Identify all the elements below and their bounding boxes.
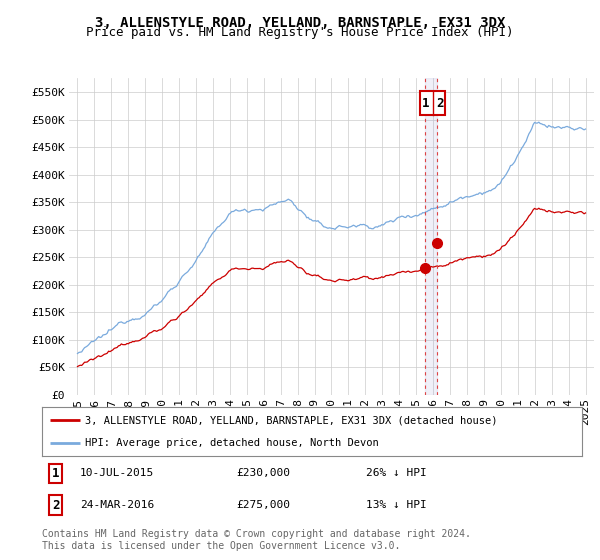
Text: 2: 2: [52, 498, 59, 512]
Bar: [425, 78, 437, 395]
Text: Price paid vs. HM Land Registry's House Price Index (HPI): Price paid vs. HM Land Registry's House …: [86, 26, 514, 39]
Text: 1: 1: [422, 97, 430, 110]
Text: 3, ALLENSTYLE ROAD, YELLAND, BARNSTAPLE, EX31 3DX: 3, ALLENSTYLE ROAD, YELLAND, BARNSTAPLE,…: [95, 16, 505, 30]
Text: 1: 1: [52, 467, 59, 480]
Text: 10-JUL-2015: 10-JUL-2015: [80, 468, 154, 478]
Text: HPI: Average price, detached house, North Devon: HPI: Average price, detached house, Nort…: [85, 438, 379, 448]
Text: £230,000: £230,000: [236, 468, 290, 478]
FancyBboxPatch shape: [420, 91, 445, 115]
Text: Contains HM Land Registry data © Crown copyright and database right 2024.
This d: Contains HM Land Registry data © Crown c…: [42, 529, 471, 551]
Text: 13% ↓ HPI: 13% ↓ HPI: [366, 500, 427, 510]
Text: 24-MAR-2016: 24-MAR-2016: [80, 500, 154, 510]
Text: 2: 2: [436, 97, 443, 110]
Text: £275,000: £275,000: [236, 500, 290, 510]
Text: 3, ALLENSTYLE ROAD, YELLAND, BARNSTAPLE, EX31 3DX (detached house): 3, ALLENSTYLE ROAD, YELLAND, BARNSTAPLE,…: [85, 416, 498, 426]
Text: 26% ↓ HPI: 26% ↓ HPI: [366, 468, 427, 478]
